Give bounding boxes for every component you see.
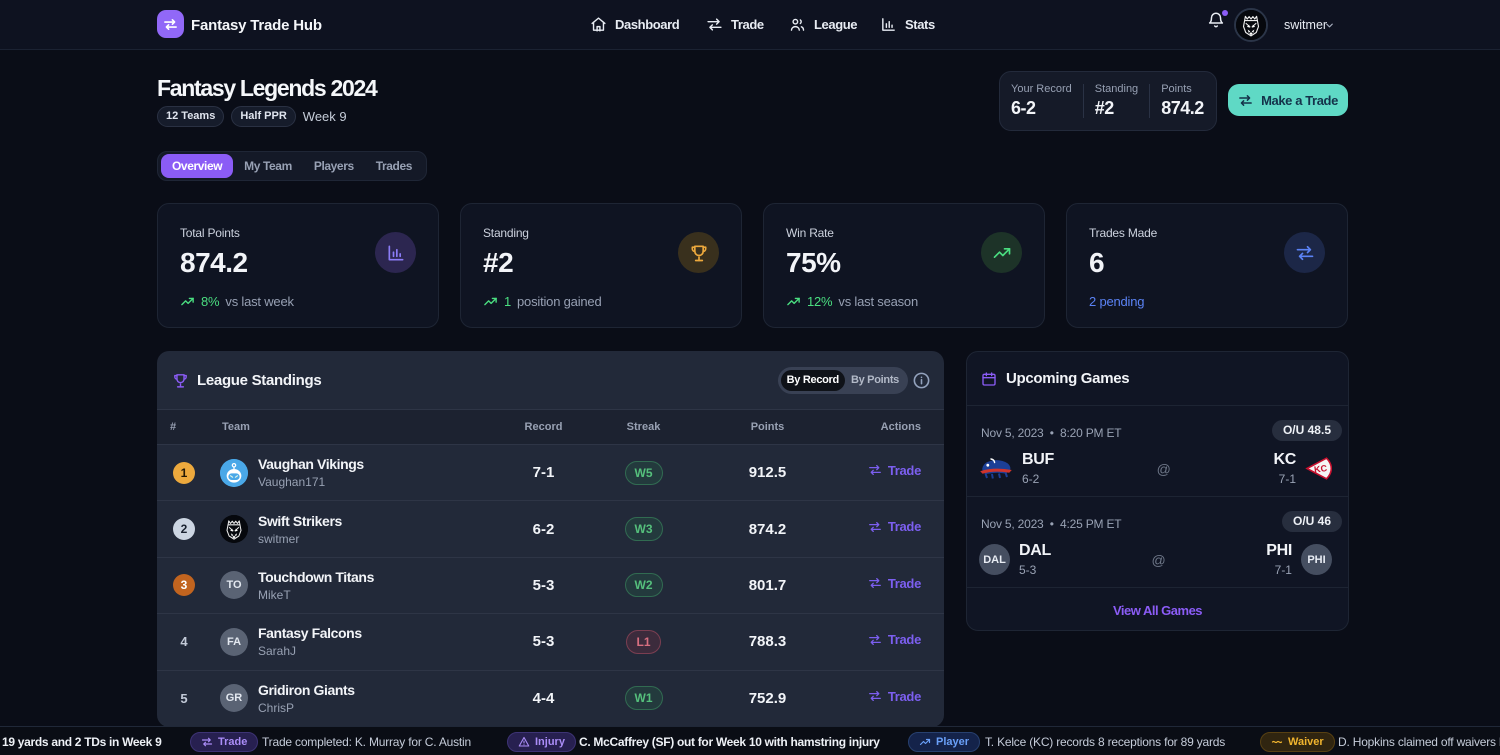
- svg-text:KC: KC: [1313, 463, 1328, 475]
